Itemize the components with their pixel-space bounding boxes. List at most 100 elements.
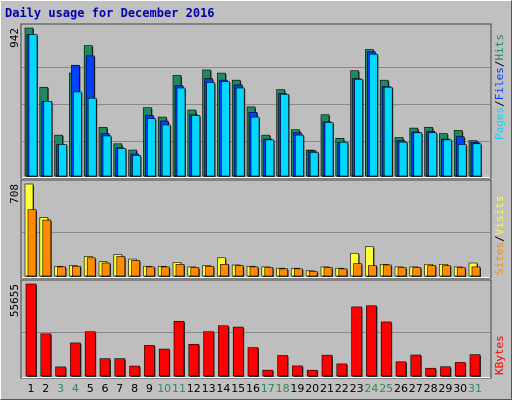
bar-sites <box>279 268 288 277</box>
day-label: 14 <box>216 382 230 395</box>
legend-visits: Visits <box>493 196 506 236</box>
bar-pages <box>73 91 82 177</box>
bar-kbytes <box>40 333 52 377</box>
bar-pages <box>28 34 38 177</box>
legend-pages: Pages <box>493 107 506 140</box>
bar-sites <box>116 256 126 277</box>
bar-sites <box>249 266 259 277</box>
bar-kbytes <box>395 361 407 377</box>
legend-kbytes: KBytes <box>493 335 506 375</box>
bar-pages <box>117 148 127 177</box>
bar-pages <box>206 82 215 177</box>
bar-sites <box>382 264 392 277</box>
day-label: 15 <box>231 382 245 395</box>
bar-sites <box>294 268 303 277</box>
bar-pages <box>443 139 452 177</box>
legend-files: Files <box>493 67 506 100</box>
day-label: 27 <box>409 382 423 395</box>
bar-sites <box>101 262 111 277</box>
max-label-middle: 708 <box>8 184 21 204</box>
bar-kbytes <box>425 367 436 377</box>
bar-pages <box>369 53 378 177</box>
max-label-bottom: 55655 <box>8 284 21 317</box>
bar-kbytes <box>440 366 451 377</box>
max-label-top: 942 <box>8 28 21 48</box>
bar-pages <box>43 101 53 177</box>
legend-sep-2: / <box>493 61 506 68</box>
day-label: 22 <box>335 382 349 395</box>
bar-kbytes <box>247 347 259 377</box>
bar-kbytes <box>173 320 185 377</box>
day-label: 6 <box>102 382 109 395</box>
bar-sites <box>368 265 377 277</box>
bar-kbytes <box>188 343 200 377</box>
day-label: 1 <box>28 382 35 395</box>
bar-sites <box>471 266 481 277</box>
bar-kbytes <box>454 362 466 377</box>
legend-bottom: KBytes <box>493 335 506 375</box>
bar-sites <box>264 267 274 277</box>
bar-sites <box>190 267 200 277</box>
bar-kbytes <box>336 363 348 377</box>
bar-pages <box>309 152 319 177</box>
chart-title: Daily usage for December 2016 <box>5 6 215 20</box>
bar-kbytes <box>306 369 318 377</box>
bar-sites <box>338 268 348 277</box>
bar-pages <box>265 139 275 177</box>
day-label: 11 <box>172 382 186 395</box>
day-label: 5 <box>87 382 94 395</box>
bar-kbytes <box>129 365 140 377</box>
bar-sites <box>234 265 244 277</box>
bar-pages <box>191 115 201 177</box>
bar-sites <box>308 271 318 277</box>
bar-pages <box>161 124 171 177</box>
bar-sites <box>205 265 214 277</box>
day-label: 10 <box>157 382 171 395</box>
bar-pages <box>413 132 423 177</box>
bar-pages <box>339 141 349 177</box>
bar-pages <box>280 94 289 177</box>
day-label: 7 <box>116 382 123 395</box>
legend-top: Pages/Files/Hits <box>493 34 506 140</box>
bar-sites <box>456 267 466 277</box>
bar-kbytes <box>321 354 333 377</box>
day-label: 4 <box>72 382 79 395</box>
bar-kbytes <box>55 366 66 377</box>
day-label: 20 <box>305 382 319 395</box>
bar-sites <box>42 219 52 277</box>
day-label: 23 <box>350 382 364 395</box>
bar-sites <box>220 264 229 277</box>
bar-sites <box>175 264 185 277</box>
bar-pages <box>147 118 156 177</box>
day-label: 17 <box>261 382 275 395</box>
bar-pages <box>235 87 245 177</box>
bar-sites <box>57 266 66 277</box>
bar-kbytes <box>262 369 274 377</box>
bar-sites <box>86 257 96 277</box>
bar-sites <box>131 260 140 277</box>
bar-kbytes <box>99 358 111 377</box>
bar-pages <box>176 87 186 177</box>
bar-kbytes <box>366 305 377 377</box>
bar-sites <box>353 263 362 277</box>
bar-pages <box>295 134 304 177</box>
bar-pages <box>383 86 393 177</box>
bar-kbytes <box>144 345 155 377</box>
bar-sites <box>412 267 422 277</box>
legend-sites: Sites <box>493 242 506 275</box>
bar-kbytes <box>84 331 96 377</box>
day-label: 25 <box>379 382 393 395</box>
day-label: 28 <box>424 382 438 395</box>
bar-pages <box>87 97 97 177</box>
bar-sites <box>27 209 37 277</box>
bar-kbytes <box>203 331 214 377</box>
bar-pages <box>250 116 260 177</box>
day-label: 2 <box>42 382 49 395</box>
day-label: 13 <box>202 382 216 395</box>
bar-kbytes <box>158 348 170 377</box>
bar-kbytes <box>70 342 81 377</box>
bar-pages <box>354 79 363 177</box>
day-label: 18 <box>276 382 290 395</box>
day-label: 24 <box>364 382 378 395</box>
